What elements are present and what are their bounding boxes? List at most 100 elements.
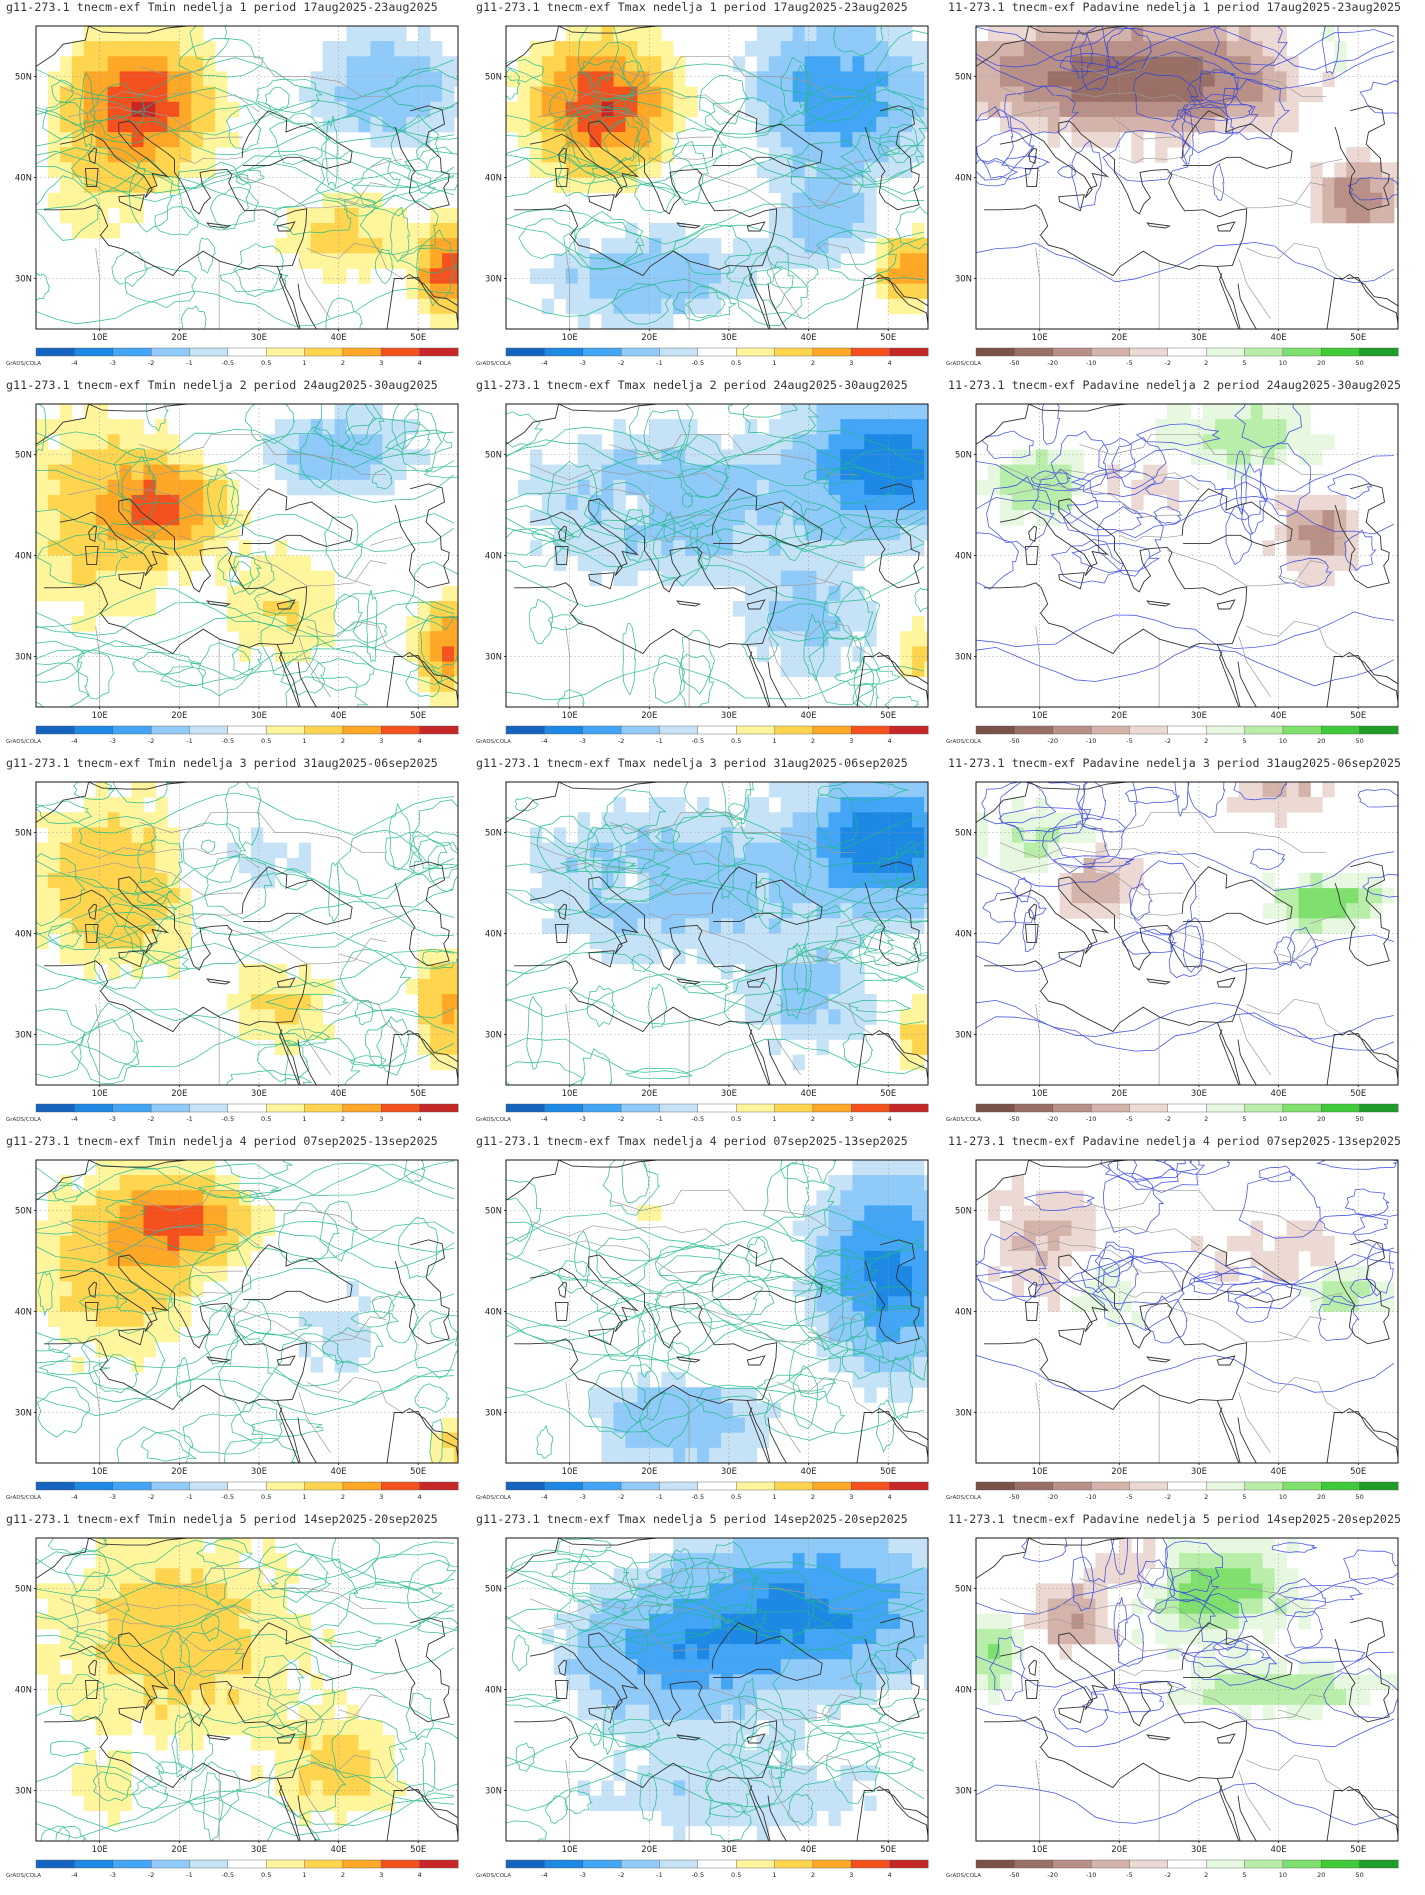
- grads-footer-label: GrADS/COLA: [476, 361, 511, 367]
- colorbar-tick-label: 4: [888, 737, 892, 745]
- panel-title: g11-273.1 tnecm-exf Tmin nedelja 1 perio…: [6, 0, 438, 14]
- panel-title: 11-273.1 tnecm-exf Padavine nedelja 4 pe…: [948, 1134, 1402, 1148]
- map-panel-tmin-week-1: g11-273.1 tnecm-exf Tmin nedelja 1 perio…: [0, 0, 472, 378]
- panel-title: 11-273.1 tnecm-exf Padavine nedelja 1 pe…: [948, 0, 1402, 14]
- lat-label: 40N: [955, 1686, 972, 1696]
- colorbar-tick-label: 20: [1317, 1871, 1325, 1879]
- colorbar-tick-label: 4: [418, 737, 422, 745]
- lat-label: 30N: [15, 653, 32, 663]
- colorbar-swatch: [227, 1103, 267, 1113]
- lon-label: 40E: [330, 1089, 346, 1099]
- anomaly-shading: [529, 782, 928, 1071]
- colorbar-swatch: [342, 347, 382, 357]
- colorbar-tick-label: -0.5: [221, 1493, 234, 1501]
- colorbar-tick-label: 4: [418, 359, 422, 367]
- colorbar-tick-label: -5: [1126, 1115, 1132, 1123]
- lon-label: 10E: [1032, 1845, 1048, 1855]
- colorbar-swatch: [1359, 1103, 1399, 1113]
- colorbar-tick-label: -4: [541, 1115, 547, 1123]
- colorbar-swatch: [112, 347, 152, 357]
- country-borders: [999, 1567, 1343, 1841]
- lon-label: 50E: [410, 1089, 426, 1099]
- anomaly-map: 50N 40N 30N 10E 20E 30E 40E 50E -4 -3 -2 -1 -0.5 0.5 1…: [476, 1159, 929, 1501]
- lon-label: 30E: [721, 1467, 737, 1477]
- colorbar-swatch: [227, 1481, 267, 1491]
- colorbar-tick-label: 2: [1204, 1115, 1208, 1123]
- anomaly-shading: [36, 1160, 458, 1463]
- colorbar-tick-label: -10: [1086, 1115, 1097, 1123]
- colorbar-swatch: [1090, 1859, 1131, 1869]
- colorbar: -4 -3 -2 -1 -0.5 0.5 1 2 3 4: [505, 725, 929, 745]
- map-panel-precip-week-1: 11-273.1 tnecm-exf Padavine nedelja 1 pe…: [940, 0, 1412, 378]
- lat-label: 50N: [485, 451, 502, 461]
- panel-title: 11-273.1 tnecm-exf Padavine nedelja 5 pe…: [948, 1512, 1402, 1526]
- colorbar-tick-label: -50: [1009, 359, 1020, 367]
- colorbar-tick-label: -1: [186, 737, 192, 745]
- lon-label: 10E: [1032, 333, 1048, 343]
- colorbar-tick-label: 5: [1242, 359, 1246, 367]
- lon-label: 10E: [562, 333, 578, 343]
- colorbar-swatch: [35, 1859, 75, 1869]
- lon-label: 30E: [721, 1845, 737, 1855]
- map-panel-tmin-week-3: g11-273.1 tnecm-exf Tmin nedelja 3 perio…: [0, 756, 472, 1134]
- colorbar-swatch: [851, 725, 891, 735]
- colorbar-swatch: [1167, 347, 1207, 357]
- panel-title: g11-273.1 tnecm-exf Tmax nedelja 4 perio…: [476, 1134, 908, 1148]
- colorbar-tick-label: -3: [579, 737, 585, 745]
- colorbar-tick-label: -0.5: [691, 359, 704, 367]
- panel-title: g11-273.1 tnecm-exf Tmax nedelja 2 perio…: [476, 378, 908, 392]
- lat-label: 50N: [15, 829, 32, 839]
- colorbar-swatch: [1090, 725, 1131, 735]
- colorbar-tick-label: 1: [772, 1493, 776, 1501]
- lat-label: 40N: [955, 930, 972, 940]
- colorbar-tick-label: -2: [148, 737, 154, 745]
- colorbar-swatch: [697, 1481, 737, 1491]
- colorbar-tick-label: 0.5: [731, 1493, 741, 1501]
- colorbar-tick-label: 0.5: [731, 1115, 741, 1123]
- map-panel-tmax-week-2: g11-273.1 tnecm-exf Tmax nedelja 2 perio…: [470, 378, 942, 756]
- colorbar-tick-label: -1: [656, 1493, 662, 1501]
- colorbar-swatch: [1014, 1481, 1054, 1491]
- colorbar-tick-label: 2: [1204, 737, 1208, 745]
- colorbar-tick-label: 20: [1317, 1115, 1325, 1123]
- anomaly-map: 50N 40N 30N 10E 20E 30E 40E 50E -4 -3 -2 -1 -0.5 0.5 1…: [476, 1537, 929, 1879]
- colorbar-swatch: [582, 1481, 622, 1491]
- colorbar-swatch: [889, 347, 929, 357]
- colorbar: -4 -3 -2 -1 -0.5 0.5 1 2 3 4: [35, 347, 459, 367]
- colorbar-tick-label: -4: [71, 359, 77, 367]
- colorbar-swatch: [544, 1859, 584, 1869]
- anomaly-shading: [47, 26, 458, 329]
- grads-footer-label: GrADS/COLA: [6, 361, 41, 367]
- lon-label: 10E: [92, 1467, 108, 1477]
- colorbar-tick-label: 1: [772, 359, 776, 367]
- colorbar-swatch: [736, 1481, 776, 1491]
- colorbar-swatch: [736, 1859, 776, 1869]
- colorbar-tick-label: 3: [379, 1871, 383, 1879]
- lat-label: 40N: [485, 1686, 502, 1696]
- colorbar-tick-label: -1: [656, 737, 662, 745]
- colorbar-swatch: [304, 1859, 344, 1869]
- colorbar-tick-label: 20: [1317, 737, 1325, 745]
- colorbar-tick-label: 50: [1355, 1871, 1363, 1879]
- coastlines: [36, 404, 458, 707]
- colorbar-swatch: [1167, 1481, 1207, 1491]
- colorbar-tick-label: -1: [656, 359, 662, 367]
- colorbar-tick-label: -2: [148, 1493, 154, 1501]
- colorbar-swatch: [505, 1859, 545, 1869]
- colorbar-tick-label: -20: [1047, 359, 1058, 367]
- colorbar-tick-label: -20: [1047, 737, 1058, 745]
- colorbar-tick-label: -0.5: [691, 1493, 704, 1501]
- lon-label: 20E: [1111, 711, 1127, 721]
- lat-label: 40N: [15, 1308, 32, 1318]
- colorbar-swatch: [112, 1481, 152, 1491]
- map-panel-precip-week-4: 11-273.1 tnecm-exf Padavine nedelja 4 pe…: [940, 1134, 1412, 1512]
- colorbar-swatch: [975, 1103, 1015, 1113]
- colorbar-tick-label: -3: [579, 359, 585, 367]
- contour-lines: [976, 782, 1398, 1052]
- lon-label: 10E: [562, 1089, 578, 1099]
- map-panel-tmin-week-4: g11-273.1 tnecm-exf Tmin nedelja 4 perio…: [0, 1134, 472, 1512]
- anomaly-shading: [36, 404, 458, 707]
- colorbar-swatch: [505, 347, 545, 357]
- colorbar-swatch: [189, 1481, 229, 1491]
- lat-label: 30N: [955, 1409, 972, 1419]
